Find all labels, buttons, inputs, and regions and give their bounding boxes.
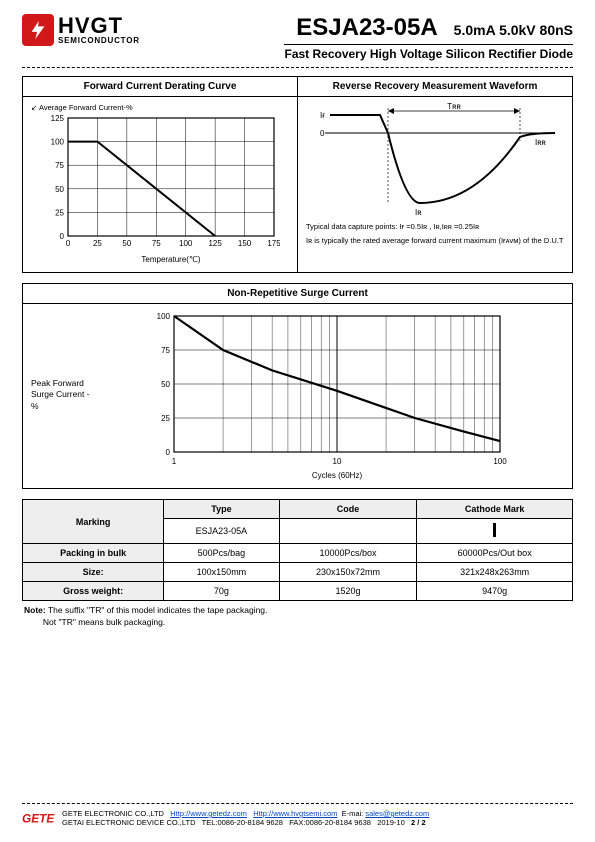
footer-link2[interactable]: Http://www.hvgtsemi.com — [253, 809, 337, 818]
part-number: ESJA23-05A — [296, 14, 437, 42]
chart1-svg: 0 25 50 75 100 125 150 175 0 25 50 75 100 125 Temperat… — [40, 114, 280, 264]
svg-text:75: 75 — [55, 161, 64, 170]
svg-text:125: 125 — [51, 114, 65, 123]
svg-text:Iʀʀ: Iʀʀ — [535, 138, 547, 147]
footer-date: 2019-10 — [377, 818, 405, 827]
footer: GETE GETE ELECTRONIC CO.,LTD Http://www.… — [22, 803, 573, 828]
chart2-svg: Tʀʀ Iғ 0 Iʀ Iʀʀ — [310, 103, 560, 218]
divider — [22, 67, 573, 68]
chart3-svg: 1 10 100 0 25 50 75 100 Cycles (60Hz) — [148, 310, 508, 480]
chart2-caption1: Typical data capture points: Iғ =0.5Iʀ ,… — [306, 222, 564, 232]
svg-text:10: 10 — [332, 457, 341, 466]
chart2-caption2: Iʀ is typically the rated average forwar… — [306, 236, 564, 246]
svg-text:100: 100 — [51, 138, 65, 147]
footer-link1[interactable]: Http://www.getedz.com — [170, 809, 247, 818]
footer-logo-icon: GETE — [22, 808, 56, 828]
subtitle: Fast Recovery High Voltage Silicon Recti… — [284, 47, 573, 61]
chart1-legend: ↙ Average Forward Current-% — [31, 103, 289, 112]
footer-company1: GETE ELECTRONIC CO.,LTD — [62, 809, 164, 818]
logo-main: HVGT — [58, 15, 140, 37]
chart3-title: Non-Repetitive Surge Current — [23, 284, 572, 304]
svg-text:0: 0 — [320, 129, 325, 138]
svg-text:100: 100 — [179, 239, 193, 248]
footer-fax: FAX:0086-20-8184 9638 — [289, 818, 371, 827]
svg-text:175: 175 — [267, 239, 280, 248]
svg-text:Tʀʀ: Tʀʀ — [447, 103, 461, 111]
footer-company2: GETAI ELECTRONIC DEVICE CO.,LTD — [62, 818, 196, 827]
svg-text:Temperature(℃): Temperature(℃) — [141, 255, 201, 264]
svg-text:150: 150 — [238, 239, 252, 248]
svg-text:25: 25 — [93, 239, 102, 248]
specs: 5.0mA 5.0kV 80nS — [454, 22, 573, 38]
svg-text:0: 0 — [60, 232, 65, 241]
svg-text:50: 50 — [122, 239, 131, 248]
svg-text:0: 0 — [165, 448, 170, 457]
chart2-title: Reverse Recovery Measurement Waveform — [298, 77, 572, 97]
top-panels: Forward Current Derating Curve ↙ Average… — [22, 76, 573, 273]
svg-text:25: 25 — [55, 208, 64, 217]
footer-page: 2 / 2 — [411, 818, 426, 827]
svg-text:25: 25 — [161, 414, 170, 423]
svg-text:50: 50 — [161, 380, 170, 389]
chart3-ylabel: Peak Forward Surge Current -% — [31, 378, 91, 411]
footer-tel: TEL:0086-20-8184 9628 — [202, 818, 283, 827]
svg-text:Iʀ: Iʀ — [415, 208, 422, 217]
footer-email[interactable]: sales@getedz.com — [365, 809, 429, 818]
svg-text:75: 75 — [161, 346, 170, 355]
marking-table: MarkingTypeCodeCathode MarkESJA23-05APac… — [22, 499, 573, 601]
svg-text:GETE: GETE — [22, 811, 55, 825]
svg-text:125: 125 — [208, 239, 222, 248]
logo-sub: SEMICONDUCTOR — [58, 37, 140, 45]
svg-text:Cycles (60Hz): Cycles (60Hz) — [311, 471, 362, 480]
svg-text:0: 0 — [66, 239, 71, 248]
svg-text:1: 1 — [171, 457, 176, 466]
svg-text:75: 75 — [152, 239, 161, 248]
waveform-panel: Reverse Recovery Measurement Waveform Tʀ… — [298, 77, 572, 272]
derating-panel: Forward Current Derating Curve ↙ Average… — [23, 77, 298, 272]
page-header: HVGT SEMICONDUCTOR ESJA23-05A 5.0mA 5.0k… — [22, 14, 573, 61]
logo-icon — [22, 14, 54, 46]
surge-panel: Non-Repetitive Surge Current Peak Forwar… — [22, 283, 573, 489]
svg-text:Iғ: Iғ — [320, 111, 325, 120]
svg-text:100: 100 — [156, 312, 170, 321]
note: Note: The suffix "TR" of this model indi… — [24, 605, 573, 629]
svg-text:100: 100 — [493, 457, 507, 466]
svg-text:50: 50 — [55, 185, 64, 194]
title-block: ESJA23-05A 5.0mA 5.0kV 80nS Fast Recover… — [284, 14, 573, 61]
logo-block: HVGT SEMICONDUCTOR — [22, 14, 140, 46]
chart1-title: Forward Current Derating Curve — [23, 77, 297, 97]
